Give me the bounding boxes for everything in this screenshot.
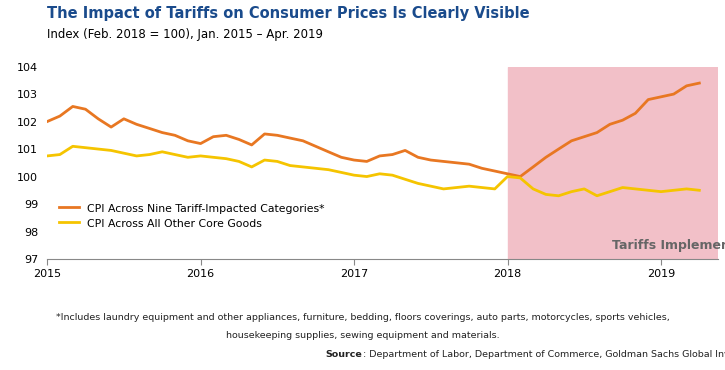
Text: *Includes laundry equipment and other appliances, furniture, bedding, floors cov: *Includes laundry equipment and other ap… <box>56 313 669 322</box>
Text: The Impact of Tariffs on Consumer Prices Is Clearly Visible: The Impact of Tariffs on Consumer Prices… <box>47 6 530 21</box>
Text: Tariffs Implemented: Tariffs Implemented <box>612 239 725 252</box>
Text: Source: Source <box>326 350 362 359</box>
Bar <box>507 67 718 259</box>
Legend: CPI Across Nine Tariff-Impacted Categories*, CPI Across All Other Core Goods: CPI Across Nine Tariff-Impacted Categori… <box>59 203 325 229</box>
Text: : Department of Labor, Department of Commerce, Goldman Sachs Global Investment R: : Department of Labor, Department of Com… <box>363 350 725 359</box>
Text: housekeeping supplies, sewing equipment and materials.: housekeeping supplies, sewing equipment … <box>225 331 500 340</box>
Text: Index (Feb. 2018 = 100), Jan. 2015 – Apr. 2019: Index (Feb. 2018 = 100), Jan. 2015 – Apr… <box>47 28 323 41</box>
